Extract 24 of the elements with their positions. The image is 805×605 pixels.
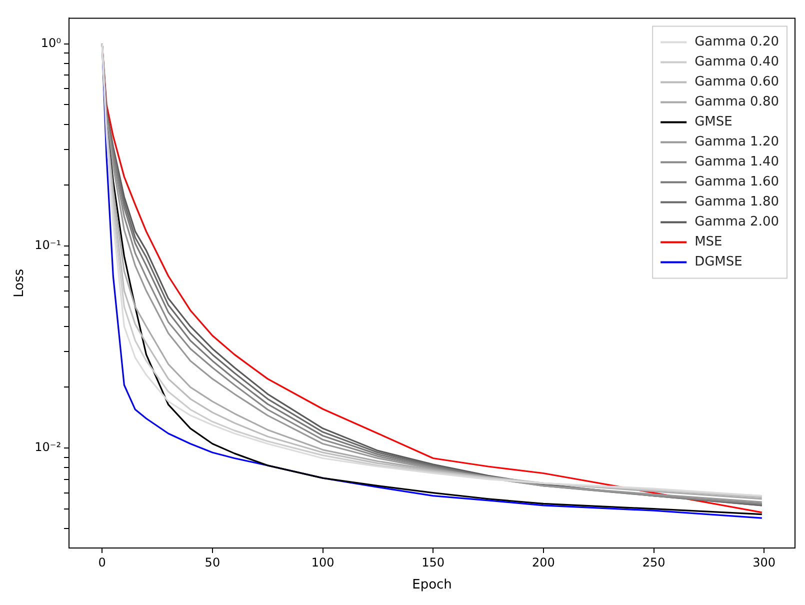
- x-tick-label: 150: [422, 555, 445, 570]
- x-tick-label: 250: [642, 555, 666, 570]
- legend-label: Gamma 1.20: [694, 134, 780, 150]
- legend-label: Gamma 1.40: [694, 154, 780, 170]
- y-tick-label: 10⁰: [40, 36, 62, 50]
- legend-label: Gamma 0.60: [694, 74, 780, 90]
- legend-label: Gamma 0.80: [694, 94, 780, 110]
- legend-label: DGMSE: [694, 254, 742, 270]
- legend-label: GMSE: [694, 114, 732, 130]
- y-tick-label: 10⁻¹: [34, 238, 62, 252]
- x-tick-label: 50: [204, 555, 220, 570]
- legend-label: Gamma 0.20: [694, 34, 780, 50]
- x-tick-label: 100: [311, 555, 334, 570]
- x-tick-label: 0: [98, 555, 106, 570]
- x-tick-label: 300: [752, 555, 776, 570]
- x-tick-label: 200: [532, 555, 555, 570]
- legend-label: MSE: [694, 234, 722, 250]
- legend-label: Gamma 1.60: [694, 174, 780, 190]
- x-axis-title: Epoch: [412, 578, 452, 593]
- y-tick-label: 10⁻²: [34, 440, 62, 454]
- legend-label: Gamma 1.80: [694, 194, 780, 210]
- legend-label: Gamma 2.00: [694, 214, 780, 230]
- legend-label: Gamma 0.40: [694, 54, 780, 70]
- y-axis-title: Loss: [12, 268, 28, 298]
